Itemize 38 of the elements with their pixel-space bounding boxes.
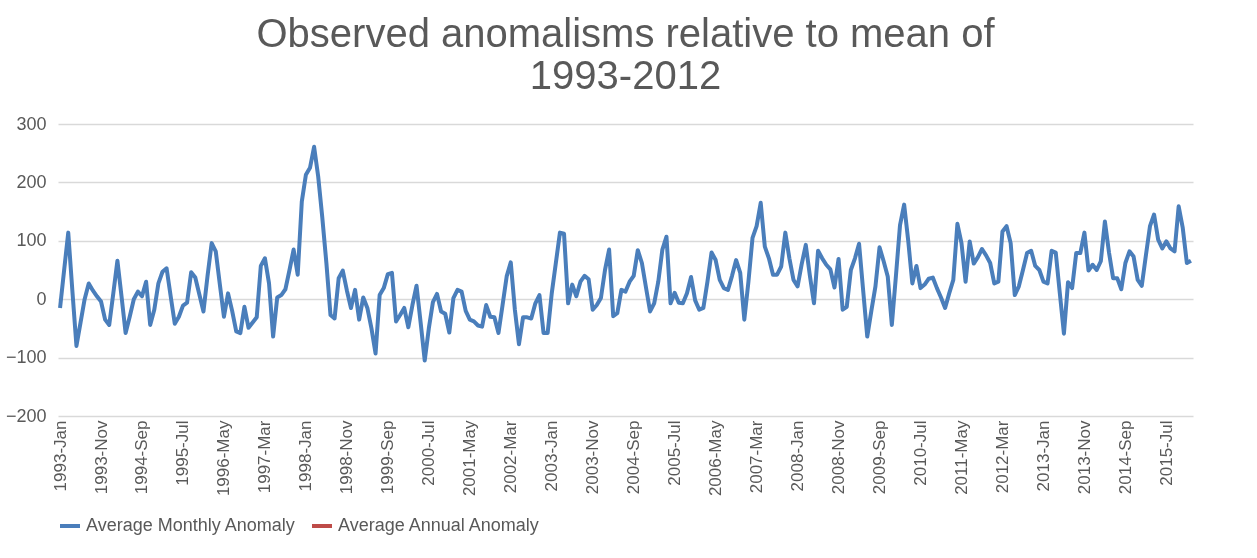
x-tick-label: 2013-Nov	[1074, 420, 1094, 495]
x-tick-label: 2001-May	[460, 420, 480, 497]
x-tick-label: 2003-Nov	[583, 420, 603, 495]
x-tick-label: 2012-Mar	[992, 420, 1012, 494]
x-tick-label: 2007-Mar	[747, 420, 767, 494]
x-tick-label: 2004-Sep	[624, 420, 644, 495]
x-tick-label: 2013-Jan	[1033, 420, 1053, 492]
x-tick-label: 1999-Sep	[378, 420, 398, 495]
x-tick-label: 2008-Jan	[788, 420, 808, 492]
x-tick-label: 1998-Nov	[337, 420, 357, 495]
y-tick-label: −200	[5, 405, 47, 426]
y-tick-label: 0	[36, 288, 47, 309]
line-series	[58, 144, 1193, 363]
legend-label: Average Monthly Anomaly	[86, 515, 295, 535]
legend-label: Average Annual Anomaly	[338, 515, 539, 535]
x-tick-label: 1997-Mar	[255, 420, 275, 494]
y-tick-label: 100	[16, 230, 47, 251]
x-tick-label: 2009-Sep	[870, 420, 890, 495]
y-tick-label: 200	[16, 171, 47, 192]
x-tick-label: 2008-Nov	[829, 420, 849, 495]
x-tick-label: 2003-Jan	[542, 420, 562, 492]
x-tick-label: 1993-Jan	[50, 420, 70, 492]
x-tick-label: 1996-May	[214, 420, 234, 497]
x-tick-label: 2006-May	[706, 420, 726, 497]
x-tick-label: 2011-May	[951, 420, 971, 495]
y-tick-label: −100	[5, 347, 47, 368]
x-tick-label: 2014-Sep	[1115, 420, 1135, 495]
chart-title: Observed anomalisms relative to mean of 1993-2012	[256, 11, 996, 97]
x-tick-label: 2002-Mar	[501, 420, 521, 494]
x-tick-label: 2015-Jul	[1156, 420, 1176, 486]
y-tick-label: 300	[16, 113, 47, 134]
x-tick-label: 1995-Jul	[173, 420, 193, 486]
x-tick-label: 1994-Sep	[132, 420, 152, 495]
x-tick-label: 2005-Jul	[665, 420, 685, 486]
x-tick-label: 2000-Jul	[419, 420, 439, 486]
x-tick-label: 1998-Jan	[296, 420, 316, 492]
x-tick-label: 1993-Nov	[91, 420, 111, 495]
x-tick-label: 2010-Jul	[911, 420, 931, 486]
